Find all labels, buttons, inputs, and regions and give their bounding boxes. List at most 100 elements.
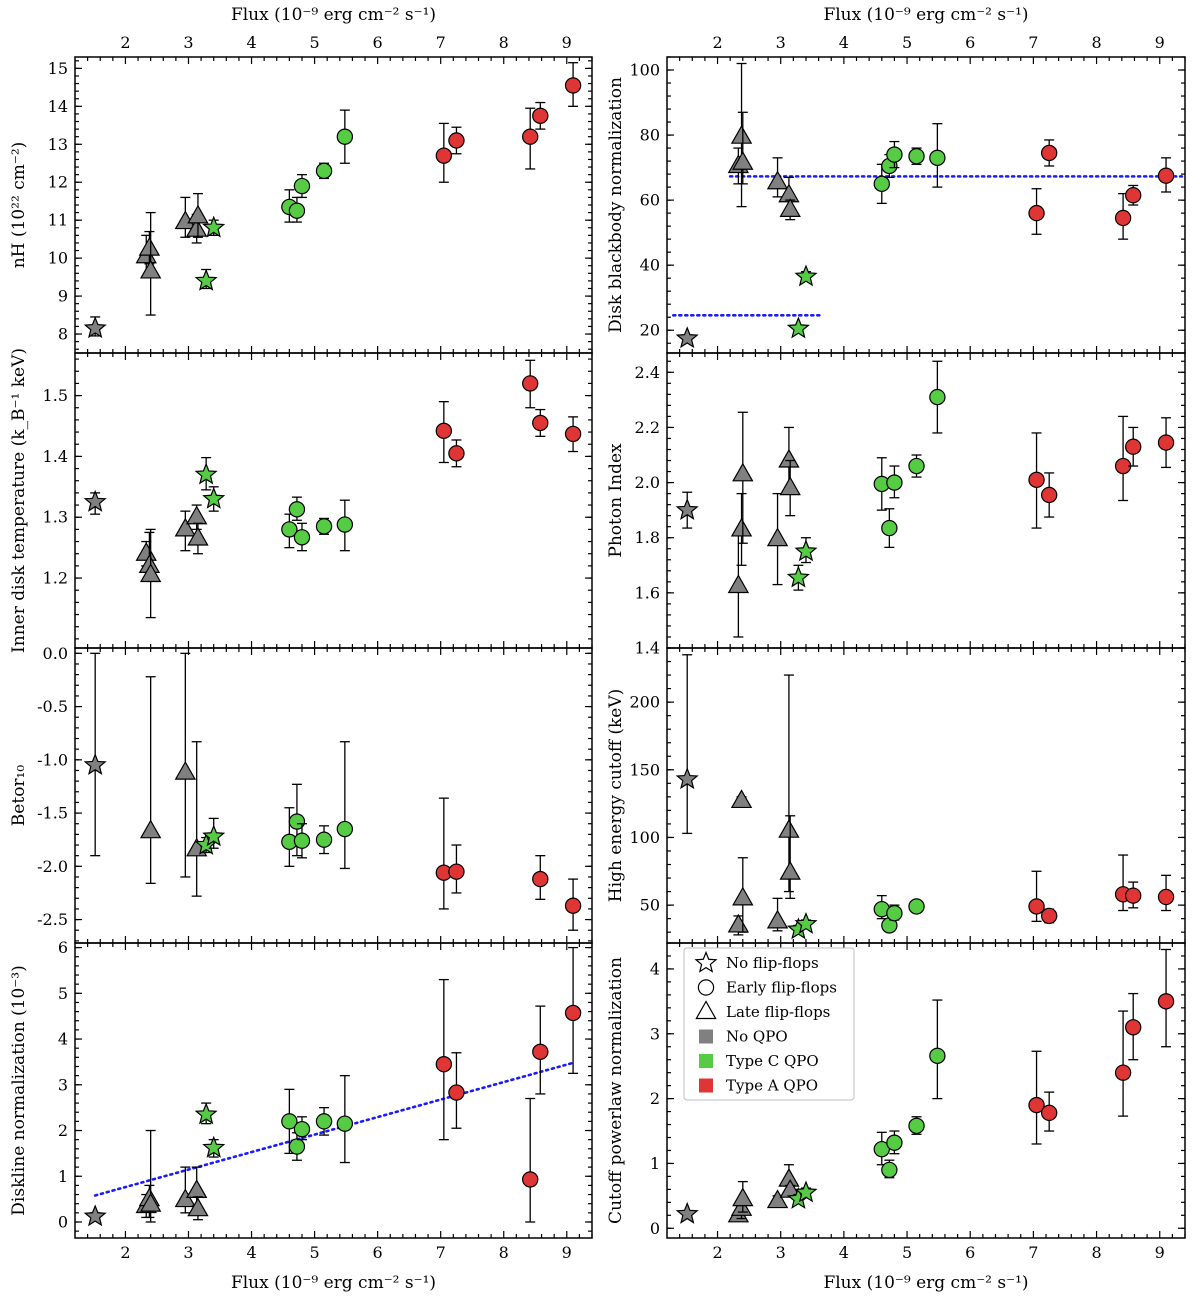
- x-tick-label: 7: [436, 1243, 446, 1262]
- x-tick-label: 8: [499, 1243, 509, 1262]
- x-tick-label: 6: [373, 1243, 383, 1262]
- data-point: [522, 375, 539, 392]
- data-point: [435, 147, 453, 164]
- y-tick-label: 2.2: [635, 418, 660, 437]
- data-point: [336, 820, 354, 838]
- data-point: [202, 215, 226, 238]
- x-tick-label-top: 7: [436, 33, 446, 52]
- x-tick-label: 4: [246, 1243, 256, 1262]
- data-point: [1040, 486, 1058, 504]
- data-point: [532, 107, 549, 125]
- data-point: [1124, 1019, 1142, 1036]
- data-point: [435, 1056, 453, 1073]
- data-point: [766, 527, 789, 547]
- x-tick-label: 8: [1091, 1243, 1101, 1262]
- data-point: [288, 1138, 306, 1155]
- data-point: [730, 517, 753, 537]
- data-point: [139, 1192, 162, 1212]
- panel-cpl_norm: 0 1 2 3 4 2 3 4 5 6 7 8 9 Cutoff powerlaw normalizati…: [606, 942, 1186, 1293]
- panel-frame: [74, 942, 593, 1239]
- x-axis-title-top: Flux (10⁻⁹ erg cm⁻² s⁻¹): [231, 5, 436, 25]
- panel-betor: -2.5 -2.0 -1.5 -1.0 -0.5 0.0 Betor₁₀: [9, 644, 593, 944]
- x-tick-label: 5: [309, 1243, 319, 1262]
- y-tick-label: 10: [48, 249, 68, 268]
- data-point: [564, 425, 582, 443]
- legend-item: Type A QPO: [699, 1077, 818, 1095]
- data-point: [675, 767, 699, 790]
- x-tick-label: 4: [839, 1243, 849, 1262]
- x-tick-label-top: 8: [499, 33, 509, 52]
- y-tick-label: 80: [640, 126, 660, 145]
- data-point: [564, 1004, 582, 1022]
- data-point: [281, 521, 298, 538]
- data-point: [139, 819, 162, 839]
- data-point: [881, 1161, 898, 1179]
- y-tick-label: 0: [650, 1219, 660, 1238]
- data-point: [727, 574, 750, 594]
- data-point: [675, 498, 699, 520]
- data-point: [786, 565, 810, 588]
- y-axis-title: Photon Index: [606, 443, 626, 558]
- panel-gamma: 1.4 1.6 1.8 2.0 2.2 2.4 Photon Index: [606, 352, 1186, 658]
- data-point: [1157, 993, 1175, 1010]
- data-point: [185, 1179, 208, 1199]
- fit-line: [93, 1061, 575, 1197]
- data-point: [202, 1135, 226, 1158]
- data-point: [1124, 438, 1142, 455]
- data-point: [766, 170, 789, 190]
- y-tick-label: 8: [58, 325, 68, 344]
- data-point: [315, 831, 333, 848]
- data-point: [522, 128, 539, 145]
- y-tick-label: 2.4: [635, 363, 660, 382]
- data-point: [778, 448, 800, 468]
- x-tick-label-top: 2: [120, 33, 130, 52]
- data-point: [778, 818, 800, 838]
- legend-marker-square: [699, 1078, 713, 1093]
- data-point: [293, 177, 311, 195]
- data-point: [730, 789, 753, 809]
- data-point: [794, 1180, 818, 1203]
- x-tick-label-top: 8: [1091, 33, 1101, 52]
- y-tick-label: 6: [58, 938, 68, 957]
- data-point: [732, 462, 754, 482]
- y-axis-title: Disk blackbody normalization: [606, 77, 626, 333]
- legend-marker-circle: [697, 979, 715, 996]
- data-point: [564, 77, 582, 94]
- legend-label: No flip-flops: [726, 954, 819, 972]
- y-tick-label: 100: [629, 61, 660, 80]
- data-point: [174, 1188, 197, 1208]
- y-tick-label: 4: [650, 959, 660, 978]
- x-tick-label: 3: [776, 1243, 786, 1262]
- legend-label: No QPO: [726, 1028, 788, 1046]
- data-point: [929, 149, 946, 167]
- y-tick-label: 5: [58, 984, 68, 1003]
- data-point: [336, 128, 354, 145]
- x-axis-title: Flux (10⁻⁹ erg cm⁻² s⁻¹): [231, 1273, 436, 1293]
- y-tick-label: 1.4: [43, 447, 68, 466]
- data-point: [293, 832, 311, 849]
- legend-marker-triangle: [695, 1000, 717, 1020]
- data-point: [779, 476, 801, 496]
- data-point: [448, 132, 465, 149]
- legend-item: No flip-flops: [694, 950, 819, 973]
- x-tick-label-top: 2: [712, 33, 722, 52]
- x-tick-label-top: 7: [1028, 33, 1038, 52]
- legend-item: No QPO: [699, 1028, 788, 1046]
- data-point: [1040, 907, 1058, 925]
- x-tick-label-top: 3: [183, 33, 193, 52]
- y-tick-label: 4: [58, 1030, 68, 1049]
- data-point: [83, 316, 107, 339]
- y-tick-label: 1.2: [43, 569, 68, 588]
- data-point: [794, 539, 818, 562]
- data-point: [886, 1134, 903, 1151]
- x-tick-label-top: 9: [1155, 33, 1165, 52]
- data-point: [139, 563, 162, 583]
- y-tick-label: 1: [650, 1154, 660, 1173]
- y-tick-label: 2: [650, 1089, 660, 1108]
- legend-label: Type C QPO: [726, 1052, 819, 1070]
- x-tick-label: 2: [120, 1243, 130, 1262]
- y-axis-title: nH (10²² cm⁻²): [9, 142, 29, 269]
- y-tick-label: 11: [48, 211, 68, 230]
- data-point: [727, 913, 750, 933]
- x-tick-label-top: 6: [965, 33, 975, 52]
